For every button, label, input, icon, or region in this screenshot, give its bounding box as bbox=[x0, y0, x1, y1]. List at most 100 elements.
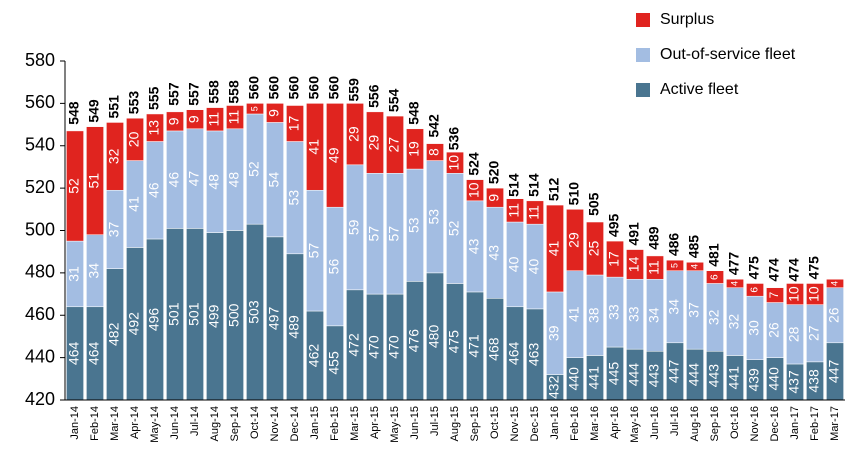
value-label: 438 bbox=[806, 369, 822, 393]
total-label: 485 bbox=[686, 235, 702, 259]
value-label: 39 bbox=[546, 325, 562, 341]
x-tick-label: Aug-16 bbox=[689, 406, 701, 441]
value-label: 437 bbox=[786, 370, 802, 394]
x-tick-label: Jun-15 bbox=[409, 406, 421, 440]
value-label: 10 bbox=[806, 286, 822, 302]
total-label: 505 bbox=[586, 192, 602, 216]
bar-segment bbox=[146, 113, 164, 142]
bar-segment bbox=[346, 103, 364, 166]
value-label: 9 bbox=[186, 115, 202, 123]
value-label: 33 bbox=[626, 306, 642, 322]
bar-segment bbox=[606, 240, 624, 278]
value-label: 46 bbox=[166, 172, 182, 188]
value-label: 52 bbox=[66, 178, 82, 194]
x-tick-label: Oct-14 bbox=[249, 406, 261, 439]
value-label: 464 bbox=[506, 341, 522, 365]
value-label: 9 bbox=[266, 109, 282, 117]
bar-segment bbox=[386, 115, 404, 174]
value-label: 447 bbox=[666, 360, 682, 384]
bar-segment bbox=[526, 200, 544, 225]
total-label: 548 bbox=[406, 101, 422, 125]
x-tick-label: Dec-14 bbox=[289, 406, 301, 441]
x-tick-label: Oct-16 bbox=[729, 406, 741, 439]
value-label: 6 bbox=[750, 287, 761, 293]
value-label: 56 bbox=[326, 259, 342, 275]
value-label: 10 bbox=[786, 286, 802, 302]
value-label: 7 bbox=[767, 292, 781, 299]
value-label: 497 bbox=[266, 307, 282, 331]
y-tick-label: 460 bbox=[25, 304, 55, 324]
value-label: 27 bbox=[806, 325, 822, 341]
x-tick-label: Dec-16 bbox=[769, 406, 781, 441]
total-label: 553 bbox=[126, 91, 142, 115]
total-label: 542 bbox=[426, 114, 442, 138]
total-label: 556 bbox=[366, 84, 382, 108]
total-label: 510 bbox=[566, 182, 582, 206]
bar-segment bbox=[506, 198, 524, 223]
bar-segment bbox=[66, 130, 84, 242]
value-label: 13 bbox=[146, 120, 162, 136]
value-label: 10 bbox=[466, 182, 482, 198]
value-label: 33 bbox=[606, 304, 622, 320]
bar-segment bbox=[186, 109, 204, 130]
bar-segment bbox=[426, 143, 444, 161]
value-label: 17 bbox=[606, 251, 622, 267]
value-label: 482 bbox=[106, 322, 122, 346]
x-tick-label: Feb-15 bbox=[329, 406, 341, 441]
value-label: 9 bbox=[486, 194, 502, 202]
value-label: 475 bbox=[446, 330, 462, 354]
value-label: 27 bbox=[386, 137, 402, 153]
value-label: 464 bbox=[86, 341, 102, 365]
bar-segment bbox=[126, 117, 144, 161]
x-tick-label: Sep-16 bbox=[709, 406, 721, 441]
total-label: 512 bbox=[546, 178, 562, 202]
value-label: 52 bbox=[446, 220, 462, 236]
bar-segment bbox=[246, 103, 264, 115]
value-label: 11 bbox=[526, 205, 542, 220]
total-label: 548 bbox=[66, 101, 82, 125]
value-label: 499 bbox=[206, 304, 222, 328]
total-label: 474 bbox=[786, 258, 802, 282]
x-tick-label: Mar-14 bbox=[109, 406, 121, 441]
x-tick-label: Oct-15 bbox=[489, 406, 501, 439]
total-label: 549 bbox=[86, 99, 102, 123]
value-label: 48 bbox=[206, 174, 222, 190]
x-tick-label: May-16 bbox=[629, 406, 641, 443]
value-label: 501 bbox=[186, 302, 202, 326]
y-tick-label: 420 bbox=[25, 389, 55, 409]
value-label: 11 bbox=[206, 112, 222, 127]
value-label: 441 bbox=[726, 366, 742, 390]
value-label: 31 bbox=[66, 266, 82, 282]
value-label: 48 bbox=[226, 172, 242, 188]
total-label: 557 bbox=[186, 82, 202, 106]
total-label: 560 bbox=[266, 76, 282, 100]
value-label: 54 bbox=[266, 172, 282, 188]
value-label: 496 bbox=[146, 308, 162, 332]
total-label: 554 bbox=[386, 89, 402, 113]
x-tick-label: Apr-14 bbox=[129, 406, 141, 439]
value-label: 432 bbox=[546, 375, 562, 399]
bar-segment bbox=[446, 151, 464, 174]
value-label: 492 bbox=[126, 312, 142, 336]
bar-segment bbox=[686, 262, 704, 272]
x-tick-label: Jun-16 bbox=[649, 406, 661, 440]
value-label: 41 bbox=[306, 139, 322, 155]
value-label: 49 bbox=[326, 147, 342, 163]
x-tick-label: Sep-15 bbox=[469, 406, 481, 441]
value-label: 47 bbox=[186, 171, 202, 187]
value-label: 20 bbox=[126, 131, 142, 147]
total-label: 536 bbox=[446, 127, 462, 151]
value-label: 59 bbox=[346, 219, 362, 235]
x-tick-label: Feb-14 bbox=[89, 406, 101, 441]
bar-segment bbox=[806, 283, 824, 305]
value-label: 472 bbox=[346, 333, 362, 357]
total-label: 514 bbox=[526, 173, 542, 197]
total-label: 559 bbox=[346, 78, 362, 102]
bar-segment bbox=[566, 209, 584, 272]
value-label: 501 bbox=[166, 302, 182, 326]
y-tick-label: 540 bbox=[25, 135, 55, 155]
y-tick-label: 440 bbox=[25, 346, 55, 366]
value-label: 32 bbox=[106, 148, 122, 164]
value-label: 29 bbox=[566, 232, 582, 248]
value-label: 38 bbox=[586, 307, 602, 323]
